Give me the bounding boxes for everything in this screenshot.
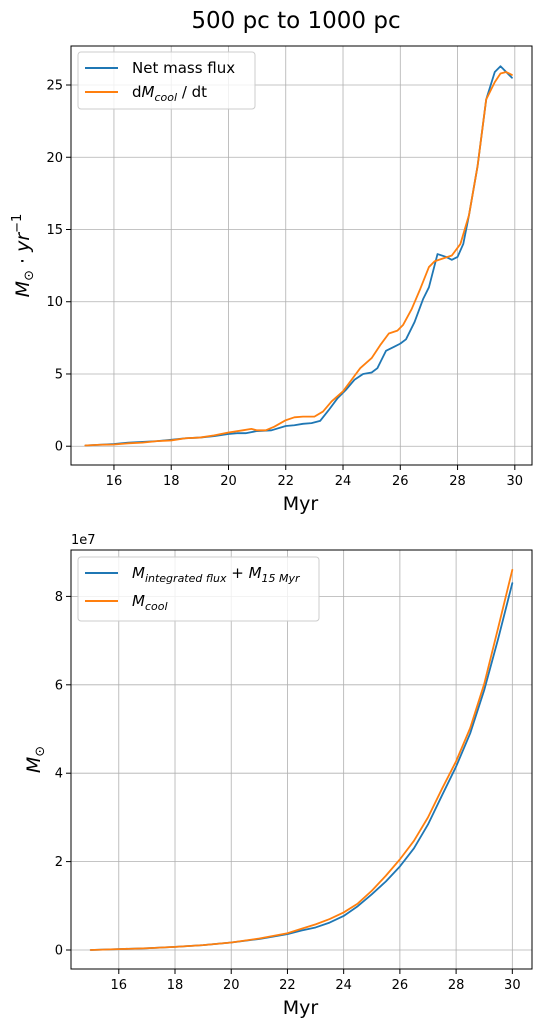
y-tick-label: 2: [55, 855, 63, 870]
y-axis-label: M⊙ · yr−1: [10, 214, 37, 298]
x-tick-label: 30: [507, 474, 524, 489]
x-axis-label: Myr: [283, 997, 319, 1019]
series-line-2: [89, 568, 514, 951]
legend-box: [77, 556, 320, 622]
x-tick-label: 30: [504, 978, 521, 993]
series-line-1: [89, 582, 514, 951]
legend-label-2: dMcool / dt: [132, 83, 207, 104]
x-tick-label: 18: [167, 978, 184, 993]
y-offset-text: 1e7: [71, 533, 96, 548]
x-tick-label: 20: [223, 978, 240, 993]
x-tick-label: 24: [335, 978, 352, 993]
y-tick-label: 10: [46, 295, 63, 310]
x-tick-label: 22: [279, 978, 296, 993]
y-tick-label: 6: [55, 678, 63, 693]
x-tick-label: 18: [163, 474, 180, 489]
bottom-chart-panel: 16 18 20 22 24 26 28 30024681e7MyrM⊙Mintegrated…: [23, 533, 533, 1019]
legend-label-1: Net mass flux: [132, 59, 235, 77]
y-tick-label: 0: [55, 943, 63, 958]
y-axis-label: M⊙: [23, 746, 48, 773]
legend-label-2: Mcool: [132, 592, 168, 613]
y-tick-label: 15: [46, 223, 63, 238]
y-tick-label: 8: [55, 590, 63, 605]
x-tick-label: 16: [111, 978, 128, 993]
x-tick-label: 28: [449, 474, 466, 489]
legend-box: [77, 51, 256, 110]
y-tick-label: 20: [46, 151, 63, 166]
x-tick-label: 16: [106, 474, 123, 489]
figure-title: 500 pc to 1000 pc: [191, 8, 400, 34]
y-tick-label: 5: [55, 367, 63, 382]
x-tick-label: 28: [448, 978, 465, 993]
plot-frame: [70, 549, 533, 970]
x-tick-label: 26: [392, 474, 409, 489]
x-tick-label: 20: [220, 474, 237, 489]
x-tick-label: 22: [277, 474, 294, 489]
y-tick-label: 4: [55, 767, 63, 782]
x-tick-label: 24: [335, 474, 352, 489]
series-line-2: [84, 71, 513, 447]
x-tick-label: 26: [392, 978, 409, 993]
y-tick-label: 25: [46, 79, 63, 94]
x-axis-label: Myr: [283, 493, 319, 515]
plot-frame: [70, 45, 533, 466]
y-tick-label: 0: [55, 440, 63, 455]
top-chart-panel: 16 18 20 22 24 26 28 30 0 5 10 15 20 25 Myr M⊙ · yr−1 Ne…: [10, 45, 533, 515]
legend-label-1: Mintegrated flux + M15 Myr: [132, 564, 301, 585]
